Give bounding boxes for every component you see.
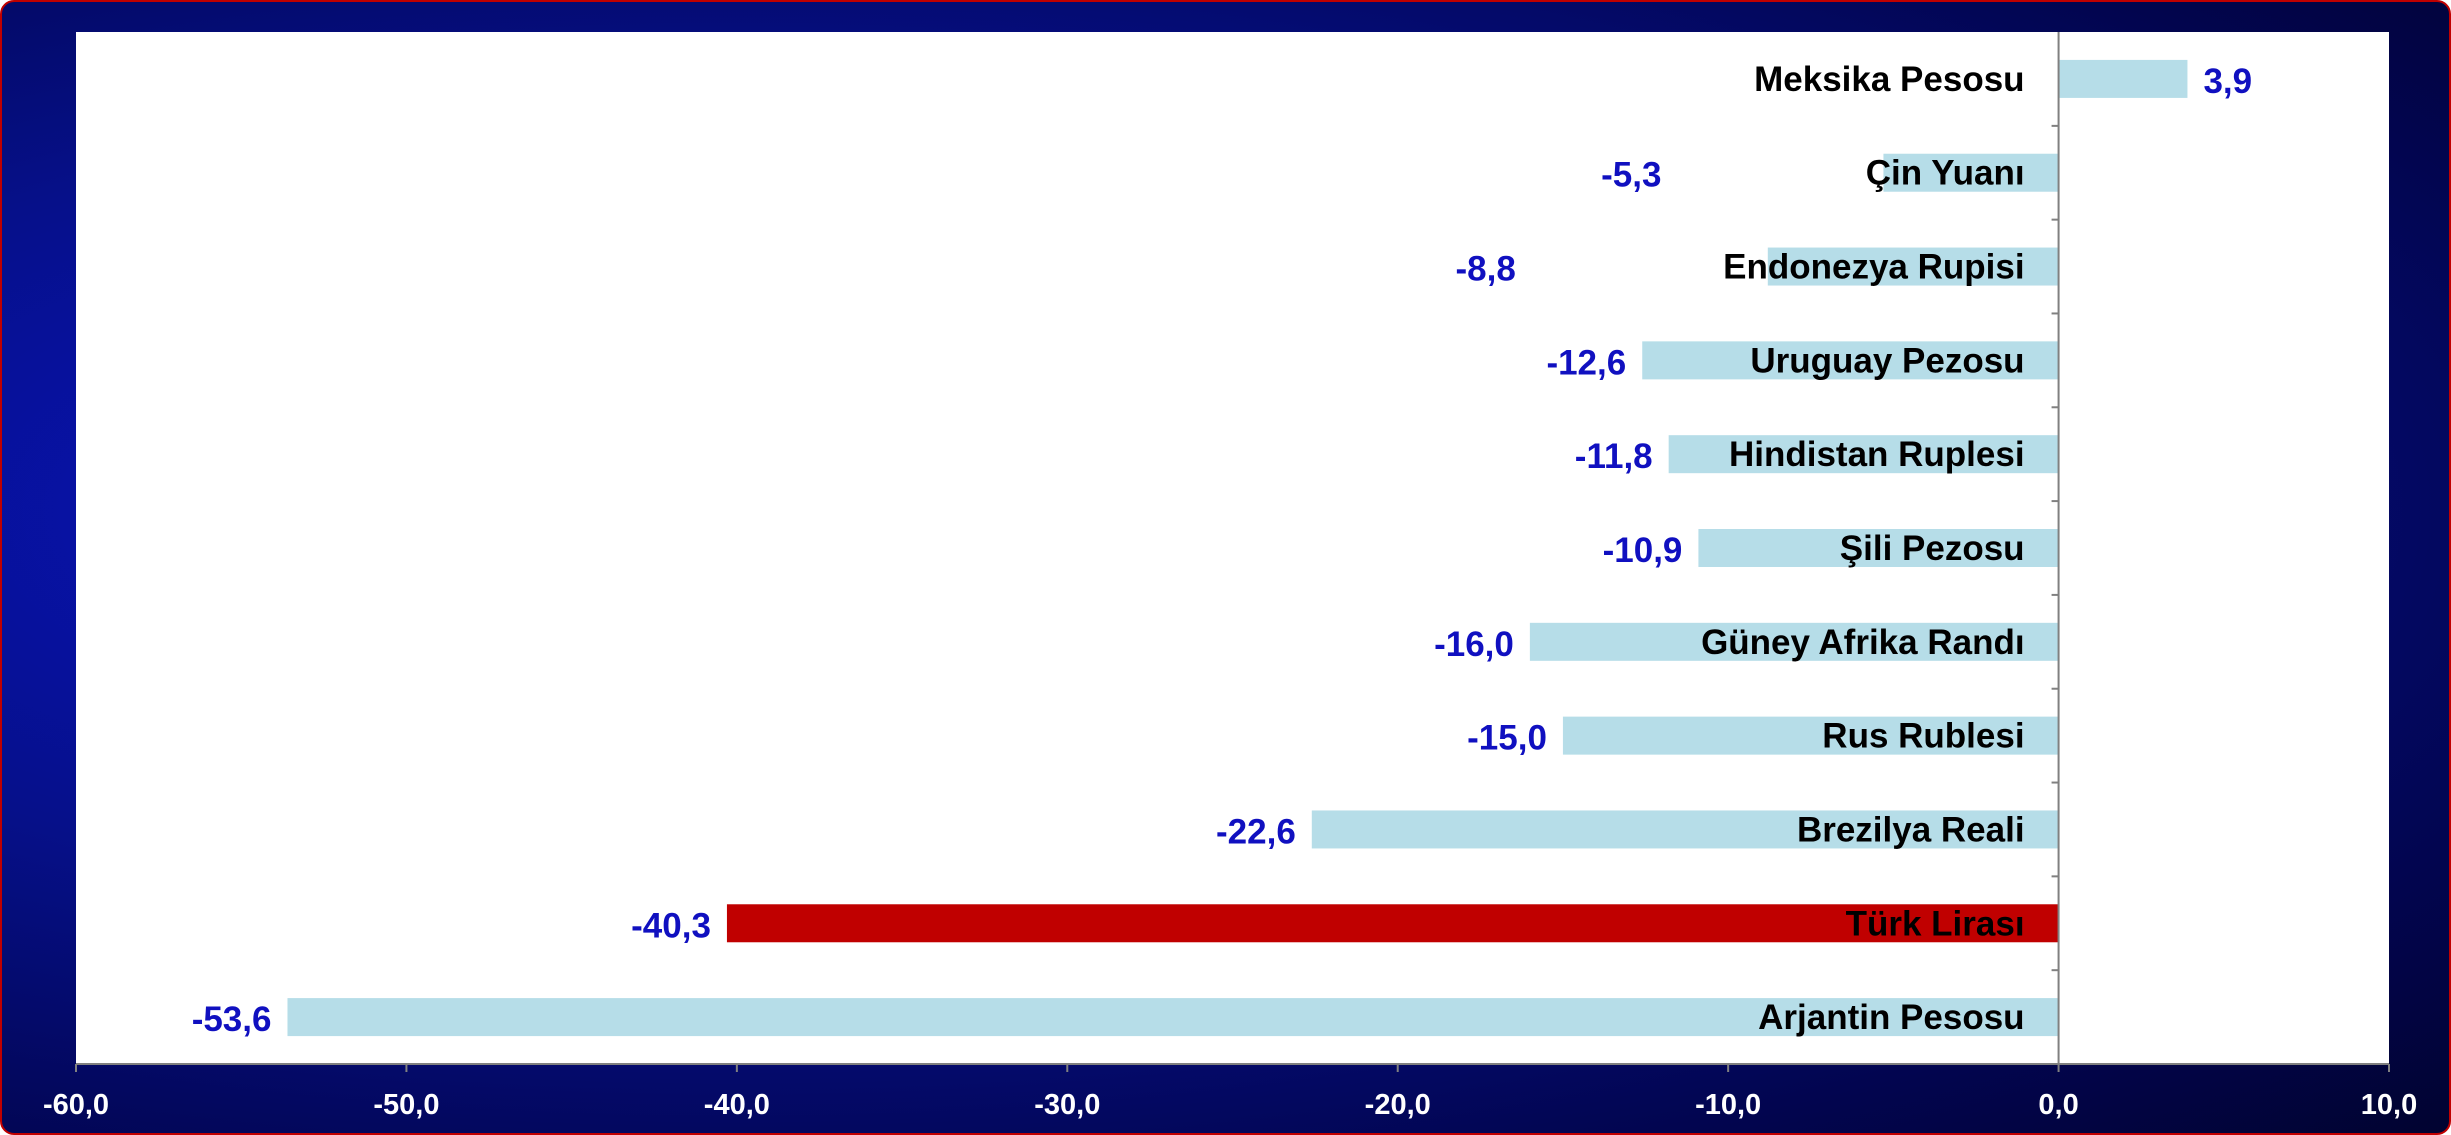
bar-6 xyxy=(1529,622,2059,661)
x-tick-label: 0,0 xyxy=(2038,1089,2078,1121)
category-label-9: Türk Lirası xyxy=(1846,904,2025,943)
bar-9 xyxy=(726,904,2059,943)
category-label-8: Brezilya Reali xyxy=(1797,810,2025,849)
category-label-5: Şili Pezosu xyxy=(1840,529,2025,568)
bar-3 xyxy=(1642,341,2059,380)
x-tick-label: 10,0 xyxy=(2361,1089,2417,1121)
bar-1 xyxy=(1883,153,2059,192)
value-label-2: -8,8 xyxy=(1455,250,1515,289)
bar-2 xyxy=(1767,247,2059,286)
bar-8 xyxy=(1311,810,2059,849)
axis-ticks-group xyxy=(75,32,2390,1072)
value-label-10: -53,6 xyxy=(192,1000,272,1039)
x-tick-label: -20,0 xyxy=(1365,1089,1431,1121)
bar-4 xyxy=(1668,435,2059,474)
bars-group xyxy=(287,59,2188,1037)
value-label-8: -22,6 xyxy=(1216,812,1296,851)
value-label-7: -15,0 xyxy=(1467,719,1547,758)
labels-group: Meksika Pesosu 3,9 Çin Yuanı -5,3 Endonezya … xyxy=(43,60,2417,1121)
x-tick-label: -50,0 xyxy=(373,1089,439,1121)
value-label-1: -5,3 xyxy=(1601,156,1661,195)
value-label-9: -40,3 xyxy=(631,906,711,945)
category-label-1: Çin Yuanı xyxy=(1866,154,2025,193)
value-label-0: 3,9 xyxy=(2203,62,2252,101)
value-label-3: -12,6 xyxy=(1546,343,1626,382)
category-label-0: Meksika Pesosu xyxy=(1754,60,2024,99)
x-tick-label: -60,0 xyxy=(43,1089,109,1121)
bar-0 xyxy=(2058,59,2188,98)
category-label-7: Rus Rublesi xyxy=(1822,717,2024,756)
bar-10 xyxy=(287,998,2059,1037)
value-label-6: -16,0 xyxy=(1434,625,1514,664)
category-label-3: Uruguay Pezosu xyxy=(1750,341,2024,380)
x-tick-label: -30,0 xyxy=(1034,1089,1100,1121)
category-label-4: Hindistan Ruplesi xyxy=(1729,435,2025,474)
x-tick-label: -40,0 xyxy=(704,1089,770,1121)
category-label-6: Güney Afrika Randı xyxy=(1701,623,2025,662)
value-label-4: -11,8 xyxy=(1575,437,1653,476)
category-label-10: Arjantin Pesosu xyxy=(1758,998,2024,1037)
bar-5 xyxy=(1698,529,2059,567)
value-label-5: -10,9 xyxy=(1603,531,1683,570)
x-tick-label: -10,0 xyxy=(1695,1089,1761,1121)
bar-7 xyxy=(1562,716,2059,755)
category-label-2: Endonezya Rupisi xyxy=(1723,248,2024,287)
